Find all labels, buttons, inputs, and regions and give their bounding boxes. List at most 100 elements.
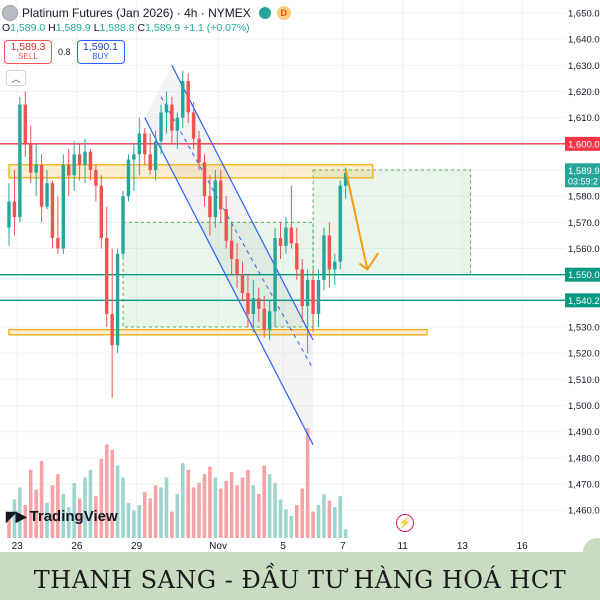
flash-icon[interactable]: ⚡ — [396, 514, 414, 532]
time-tick-label: 7 — [340, 541, 346, 552]
candle-body — [83, 151, 87, 165]
candle-body — [18, 104, 22, 218]
volume-bar — [311, 511, 315, 538]
tradingview-logo[interactable]: ◤▶ TradingView — [6, 508, 118, 525]
volume-bar — [289, 516, 294, 538]
candle-body — [235, 258, 239, 275]
time-tick-label: 16 — [517, 541, 529, 552]
delayed-badge: D — [276, 6, 291, 20]
volume-bar — [7, 513, 11, 538]
collapse-legend-button[interactable]: ︿ — [6, 70, 26, 86]
price-tick-label: 1,630.0 — [568, 61, 600, 72]
price-tick-label: 1,530.0 — [568, 323, 600, 334]
candle-body — [311, 279, 315, 314]
candle-body — [267, 311, 272, 330]
volume-bar — [104, 444, 109, 538]
volume-bar — [213, 477, 218, 538]
volume-bar — [45, 502, 49, 538]
price-tick-label: 1,460.0 — [568, 506, 600, 517]
sell-price: 1,589.3 — [10, 41, 46, 53]
candle-body — [251, 298, 256, 314]
candle-body — [305, 279, 310, 307]
volume-bar — [305, 428, 310, 538]
volume-bar — [132, 510, 136, 538]
candle-body — [77, 154, 82, 165]
volume-bar — [170, 511, 174, 538]
volume-bar — [72, 483, 76, 538]
level-tag — [565, 293, 600, 308]
buy-price: 1,590.1 — [82, 41, 119, 53]
price-tick-label: 1,640.0 — [568, 35, 600, 46]
level-tag-label: 1,540.2 — [568, 296, 600, 307]
candle-body — [110, 313, 114, 346]
volume-bar — [94, 496, 98, 538]
candle-body — [246, 293, 250, 314]
volume-bar — [186, 469, 190, 538]
candle-body — [143, 133, 147, 155]
sell-button[interactable]: 1,589.3 SELL — [4, 40, 52, 64]
candle-body — [39, 164, 44, 207]
volume-bar — [83, 477, 87, 538]
price-projection — [344, 169, 380, 271]
time-tick-label: 5 — [280, 541, 286, 552]
price-tick-label: 1,470.0 — [568, 480, 600, 491]
banner-text: THANH SANG - ĐẦU TƯ HÀNG HOÁ HCT — [33, 566, 567, 594]
price-tick-label: 1,490.0 — [568, 427, 600, 438]
volume-bars — [7, 428, 348, 538]
logo-text: TradingView — [29, 508, 118, 525]
volume-bar — [99, 458, 104, 538]
candle-body — [284, 227, 288, 246]
price-tick-label: 1,570.0 — [568, 218, 600, 229]
close-label: C — [137, 22, 146, 34]
supply-zone — [8, 329, 428, 336]
level-tag — [565, 136, 600, 151]
time-tick-label: Nov — [209, 541, 227, 552]
volume-bar — [208, 466, 212, 538]
candle-body — [34, 164, 38, 173]
candle-body — [94, 170, 98, 186]
volume-bar — [66, 507, 71, 538]
price-tick-label: 1,560.0 — [568, 244, 600, 255]
channel-mid — [160, 96, 314, 370]
price-tick-label: 1,620.0 — [568, 87, 600, 98]
volume-bar — [28, 469, 33, 538]
volume-bar — [115, 465, 120, 538]
candle-body — [72, 154, 76, 176]
countdown-label: 03:59:2 — [568, 176, 598, 186]
volume-bar — [273, 483, 277, 538]
volume-bar — [294, 505, 299, 538]
candle-body — [240, 274, 245, 294]
price-tick-label: 1,650.0 — [568, 9, 600, 20]
candle-body — [164, 104, 169, 113]
buy-button[interactable]: 1,590.1 BUY — [76, 40, 125, 64]
candle-body — [224, 209, 228, 241]
candle-body — [338, 185, 342, 262]
volume-bar — [50, 485, 55, 538]
market-open-icon — [258, 7, 271, 19]
banner-corner — [583, 538, 600, 566]
volume-bar — [121, 477, 125, 538]
volume-bar — [327, 500, 332, 538]
time-tick-label: 29 — [131, 541, 143, 552]
open-value: 1,589.0 — [10, 22, 46, 34]
price-tick-label: 1,580.0 — [568, 192, 600, 203]
volume-bar — [23, 505, 28, 538]
symbol-title[interactable]: Platinum Futures (Jan 2026) · 4h · NYMEX — [22, 6, 251, 20]
volume-bar — [191, 487, 196, 538]
candle-body — [137, 133, 142, 155]
volume-bar — [153, 485, 158, 538]
candle-body — [67, 164, 71, 176]
time-axis: 23 26 29 Nov 5 7 11 13 16 — [12, 541, 529, 552]
volume-bar — [316, 505, 321, 538]
candle-body — [50, 183, 55, 239]
candle-body — [159, 112, 163, 142]
candle-body — [186, 81, 190, 113]
chevron-up-icon: ︿ — [11, 73, 21, 84]
time-tick-label: 11 — [397, 541, 408, 552]
candles — [7, 70, 348, 398]
price-tick-label: 1,500.0 — [568, 401, 600, 412]
candle-body — [257, 298, 261, 309]
volume-bar — [126, 502, 131, 538]
volume-bar — [175, 494, 180, 538]
